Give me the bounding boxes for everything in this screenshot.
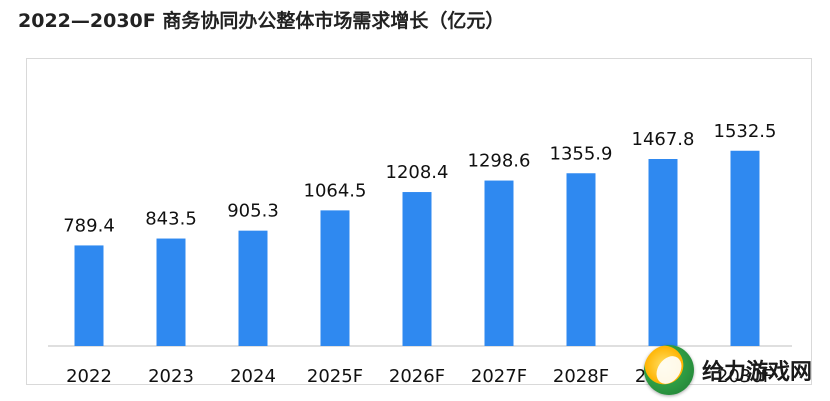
bar-2025F	[320, 210, 350, 346]
data-label-2026F: 1208.4	[386, 162, 449, 183]
watermark-text: 给力游戏网	[702, 360, 813, 385]
bar-2030F	[730, 150, 760, 346]
chart-title: 2022—2030F 商务协同办公整体市场需求增长（亿元）	[18, 10, 505, 32]
data-label-2024: 905.3	[227, 201, 279, 222]
x-tick-label-2022: 2022	[66, 366, 112, 387]
data-label-2030F: 1532.5	[714, 121, 777, 142]
data-label-2023: 843.5	[145, 209, 197, 230]
data-label-2025F: 1064.5	[304, 180, 367, 201]
bar-2022	[74, 245, 104, 346]
watermark: 给力游戏网	[644, 342, 826, 398]
x-tick-label-2027F: 2027F	[471, 366, 527, 387]
bar-2029F	[648, 159, 678, 346]
x-tick-label-2026F: 2026F	[389, 366, 445, 387]
x-tick-label-2023: 2023	[148, 366, 194, 387]
x-tick-label-2030F: 2030F	[717, 366, 773, 387]
bar-2028F	[566, 173, 596, 346]
data-label-2027F: 1298.6	[468, 151, 531, 172]
bar-2023	[156, 238, 186, 346]
data-label-2029F: 1467.8	[632, 129, 695, 150]
x-tick-label-2024: 2024	[230, 366, 276, 387]
data-label-2022: 789.4	[63, 215, 115, 236]
bar-2027F	[484, 180, 514, 346]
x-tick-label-2025F: 2025F	[307, 366, 363, 387]
data-label-2028F: 1355.9	[550, 143, 613, 164]
bar-2026F	[402, 192, 432, 346]
giuli-logo-icon	[644, 345, 694, 395]
x-tick-label-2028F: 2028F	[553, 366, 609, 387]
bar-2024	[238, 230, 268, 346]
